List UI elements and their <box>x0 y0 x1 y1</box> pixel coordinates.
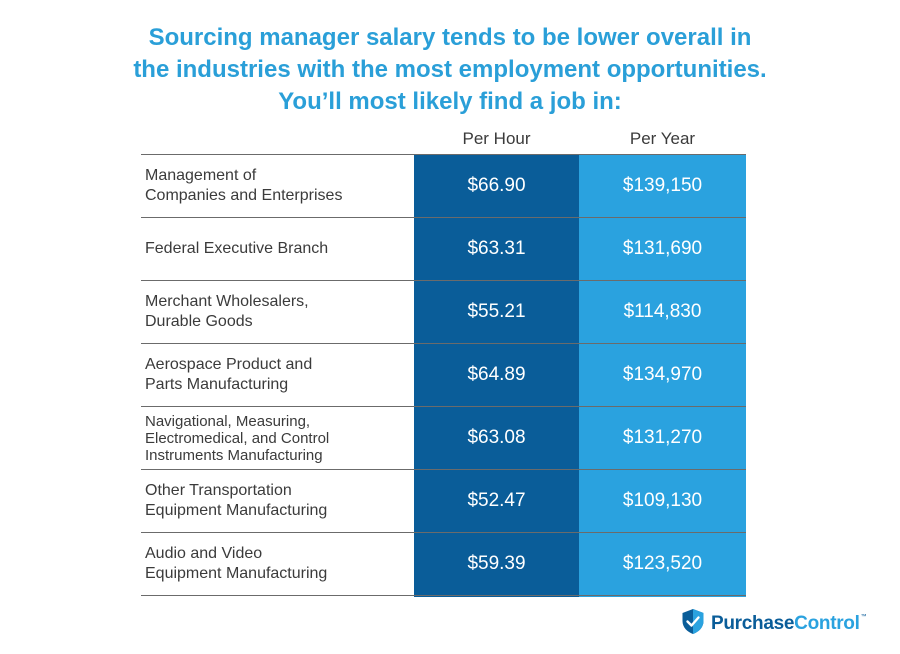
table-row: Management of Companies and Enterprises … <box>141 154 746 217</box>
industry-label: Federal Executive Branch <box>145 240 329 257</box>
per-year-value: $131,690 <box>622 238 703 259</box>
title-line: You’ll most likely find a job in: <box>278 88 622 115</box>
salary-table: Management of Companies and Enterprises … <box>141 154 746 596</box>
per-hour-value: $52.47 <box>467 490 526 511</box>
table-row: Audio and Video Equipment Manufacturing … <box>141 532 746 596</box>
industry-label: Merchant Wholesalers, Durable Goods <box>145 293 309 330</box>
brand-name: PurchaseControl <box>711 613 860 635</box>
per-hour-value: $59.39 <box>467 553 526 574</box>
per-hour-value: $64.89 <box>467 364 526 385</box>
industry-label: Aerospace Product and Parts Manufacturin… <box>145 356 313 393</box>
table-row: Navigational, Measuring, Electromedical,… <box>141 406 746 469</box>
column-header-per-year: Per Year <box>629 129 696 148</box>
per-year-value: $139,150 <box>622 175 703 196</box>
trademark-mark: ™ <box>860 614 867 620</box>
per-year-value: $123,520 <box>622 553 703 574</box>
per-year-value: $109,130 <box>622 490 703 511</box>
per-year-column-background <box>579 154 746 597</box>
title-line: Sourcing manager salary tends to be lowe… <box>148 24 752 51</box>
brand-name-part2: Control <box>794 613 860 634</box>
table-row: Merchant Wholesalers, Durable Goods $55.… <box>141 280 746 343</box>
per-year-value: $134,970 <box>622 364 703 385</box>
industry-label: Management of Companies and Enterprises <box>145 167 343 204</box>
purchasecontrol-logo: PurchaseControl ™ <box>681 608 867 640</box>
industry-label: Navigational, Measuring, Electromedical,… <box>145 412 330 464</box>
page-title: Sourcing manager salary tends to be lowe… <box>0 22 900 118</box>
table-row: Other Transportation Equipment Manufactu… <box>141 469 746 532</box>
per-hour-value: $63.31 <box>467 238 526 259</box>
shield-check-icon <box>681 608 705 640</box>
per-hour-value: $55.21 <box>467 301 526 322</box>
industry-label: Other Transportation Equipment Manufactu… <box>145 482 328 519</box>
table-row: Federal Executive Branch $63.31 $131,690 <box>141 217 746 280</box>
industry-label: Audio and Video Equipment Manufacturing <box>145 545 328 582</box>
brand-name-part1: Purchase <box>711 613 795 634</box>
per-hour-column-background <box>414 154 579 597</box>
table-row: Aerospace Product and Parts Manufacturin… <box>141 343 746 406</box>
column-header-per-hour: Per Hour <box>462 129 531 148</box>
per-year-value: $114,830 <box>623 301 702 322</box>
per-hour-value: $63.08 <box>467 427 526 448</box>
title-line: the industries with the most employment … <box>133 56 767 83</box>
per-year-value: $131,270 <box>622 427 703 448</box>
per-hour-value: $66.90 <box>467 175 526 196</box>
